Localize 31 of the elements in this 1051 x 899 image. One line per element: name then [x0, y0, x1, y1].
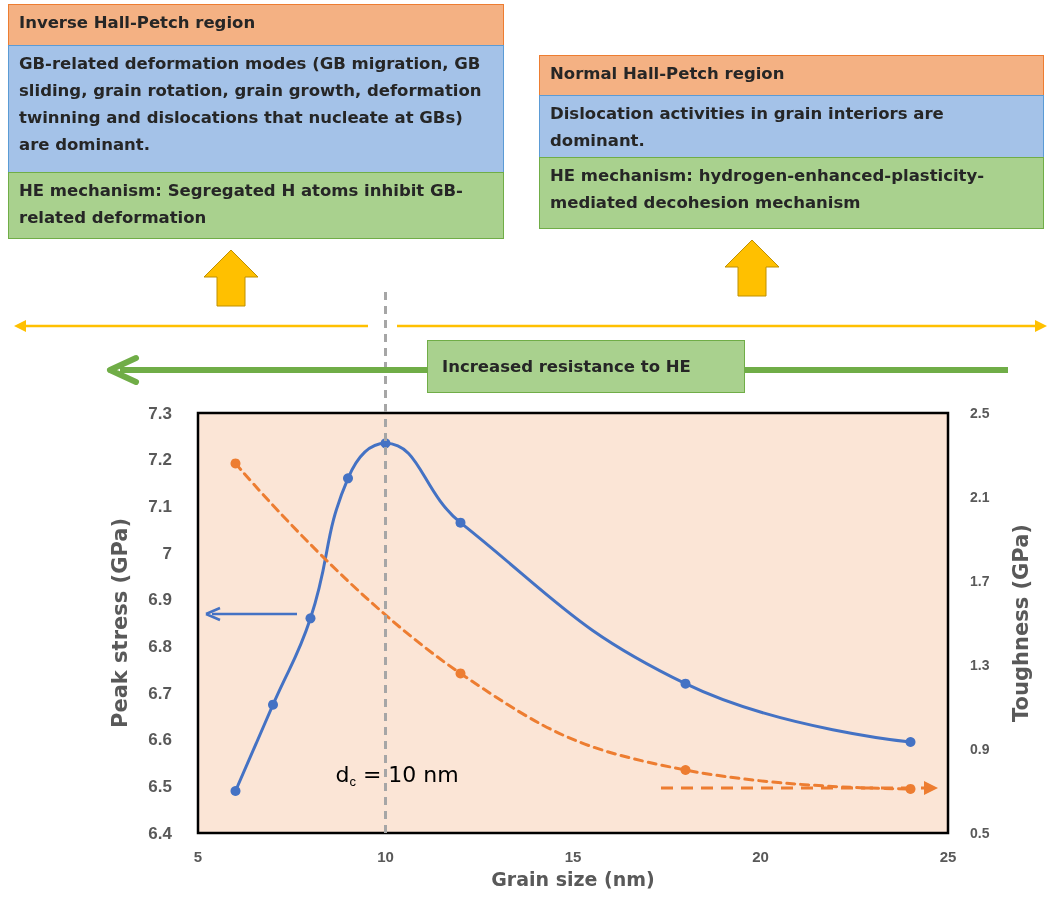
- y-tick-label: 6.7: [148, 683, 172, 703]
- x-tick-label: 10: [377, 848, 394, 865]
- text: Increased resistance to HE: [427, 340, 745, 393]
- x-tick-label: 25: [939, 848, 957, 865]
- y-tick-label: 6.5: [148, 776, 172, 796]
- x-axis-title: Grain size (nm): [491, 867, 655, 890]
- y-tick-label: 7: [162, 543, 172, 563]
- text: HE mechanism: hydrogen-enhanced-plasticity-mediated decohesion mechanism: [539, 157, 1044, 229]
- y-tick-label: 7.1: [148, 496, 172, 516]
- y-tick-label: 7.2: [148, 450, 172, 470]
- y-axis-title: Peak stress (GPa): [107, 518, 132, 728]
- text: Inverse Hall-Petch region: [8, 4, 504, 46]
- text: Normal Hall-Petch region: [539, 55, 1044, 96]
- text: Dislocation activities in grain interiors are dominant.: [539, 95, 1044, 159]
- text: GB-related deformation modes (GB migration, GB sliding, grain rotation, grain growth, deformation twinning and dislocations that nucleate at GBs) are dominant.: [8, 45, 504, 173]
- x-tick-label: 15: [564, 848, 582, 865]
- y2-tick-label: 2.1: [970, 489, 990, 505]
- y-tick-label: 6.4: [148, 823, 173, 843]
- text: HE mechanism: Segregated H atoms inhibit GB-related deformation: [8, 172, 504, 239]
- x-tick-label: 20: [752, 848, 769, 865]
- y-tick-label: 6.9: [148, 590, 172, 610]
- y2-tick-label: 0.9: [970, 741, 990, 757]
- y-tick-label: 7.3: [148, 403, 172, 423]
- y2-tick-label: 1.7: [970, 573, 990, 589]
- x-tick-label: 5: [193, 848, 203, 865]
- y2-tick-label: 0.5: [970, 825, 990, 841]
- y2-tick-label: 1.3: [970, 657, 990, 673]
- y2-tick-label: 2.5: [970, 405, 990, 421]
- y-tick-label: 6.8: [148, 636, 172, 656]
- y2-axis-title: Toughness (GPa): [1008, 524, 1033, 722]
- y-tick-label: 6.6: [148, 730, 172, 750]
